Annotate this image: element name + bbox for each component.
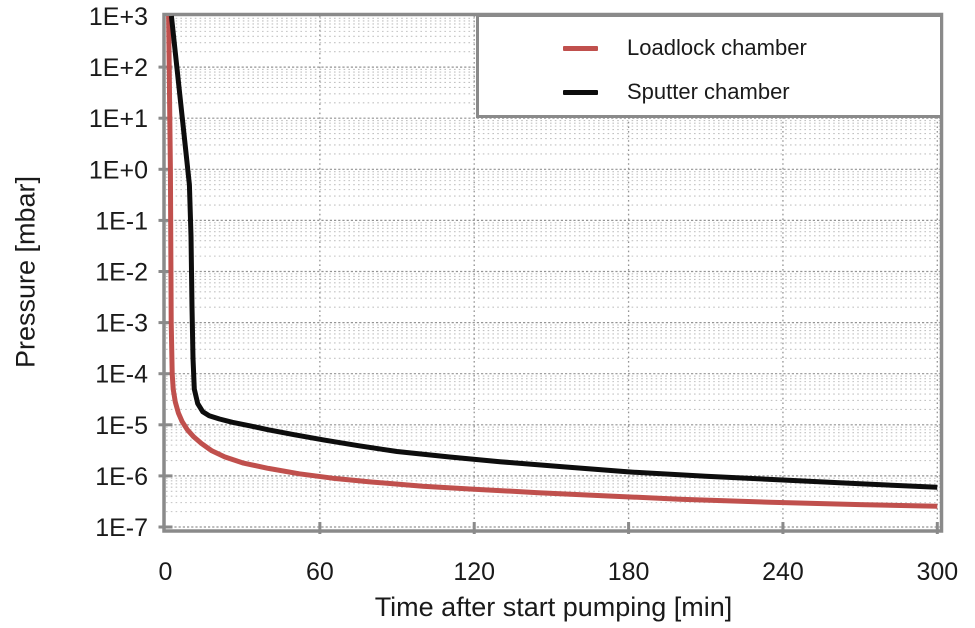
legend-item-sputter-chamber: Sputter chamber [479,70,940,114]
y-tick-label: 1E-7 [95,514,148,542]
y-tick-label: 1E+3 [89,3,148,31]
curve-loadlock-chamber [166,15,938,509]
y-tick-label: 1E-3 [95,310,148,338]
y-tick-label: 1E-5 [95,412,148,440]
legend: Loadlock chamber Sputter chamber [476,14,943,118]
x-tick-label: 120 [453,558,495,586]
y-tick-label: 1E+2 [89,54,148,82]
y-tick-label: 1E+0 [89,156,148,184]
legend-swatch-sputter-line [563,89,598,95]
x-tick-label: 180 [608,558,650,586]
legend-label-loadlock: Loadlock chamber [627,35,807,60]
y-tick-label: 1E-2 [95,259,148,287]
legend-swatch-loadlock-line [563,45,598,51]
x-tick-label: 0 [159,558,173,586]
y-tick-label: 1E-4 [95,361,148,389]
legend-item-loadlock-chamber: Loadlock chamber [479,26,940,70]
x-axis-title: Time after start pumping [min] [374,592,733,622]
curve-sputter-chamber [168,15,938,490]
y-tick-label: 1E+1 [89,105,148,133]
x-tick-label: 300 [916,558,958,586]
x-tick-label: 60 [306,558,334,586]
y-axis-title: Pressure [mbar] [10,175,41,369]
legend-label-sputter: Sputter chamber [627,79,790,104]
y-tick-label: 1E-6 [95,463,148,491]
x-tick-label: 240 [762,558,804,586]
y-tick-label: 1E-1 [95,207,148,235]
